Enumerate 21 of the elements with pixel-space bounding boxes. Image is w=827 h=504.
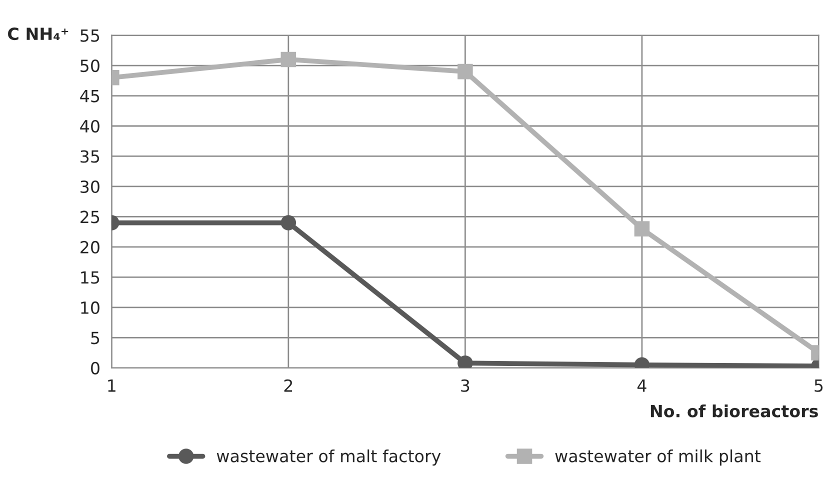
y-tick-label: 5 xyxy=(91,332,100,344)
y-tick-label: 40 xyxy=(80,120,100,133)
y-tick-label: 10 xyxy=(81,301,100,314)
x-tick-label: 2 xyxy=(284,379,292,392)
legend-label: wastewater of malt factory xyxy=(216,449,441,466)
x-axis-title: No. of bioreactors xyxy=(650,404,818,418)
y-tick-label: 35 xyxy=(80,150,100,163)
y-tick-label: 15 xyxy=(81,271,100,284)
y-tick-label: 45 xyxy=(80,90,100,102)
y-tick-label: 25 xyxy=(80,210,100,224)
x-tick-label: 4 xyxy=(637,380,646,392)
y-axis-title: C NH₄⁺ xyxy=(8,28,68,40)
x-tick-label: 5 xyxy=(814,380,823,392)
legend-label: wastewater of milk plant xyxy=(555,449,761,466)
x-tick-label: 3 xyxy=(461,379,470,392)
y-tick-label: 55 xyxy=(80,29,100,42)
y-tick-label: 0 xyxy=(91,362,100,374)
y-tick-label: 30 xyxy=(80,180,100,194)
y-tick-label: 50 xyxy=(80,59,100,72)
x-tick-label: 1 xyxy=(108,380,116,392)
y-tick-label: 20 xyxy=(80,240,100,254)
